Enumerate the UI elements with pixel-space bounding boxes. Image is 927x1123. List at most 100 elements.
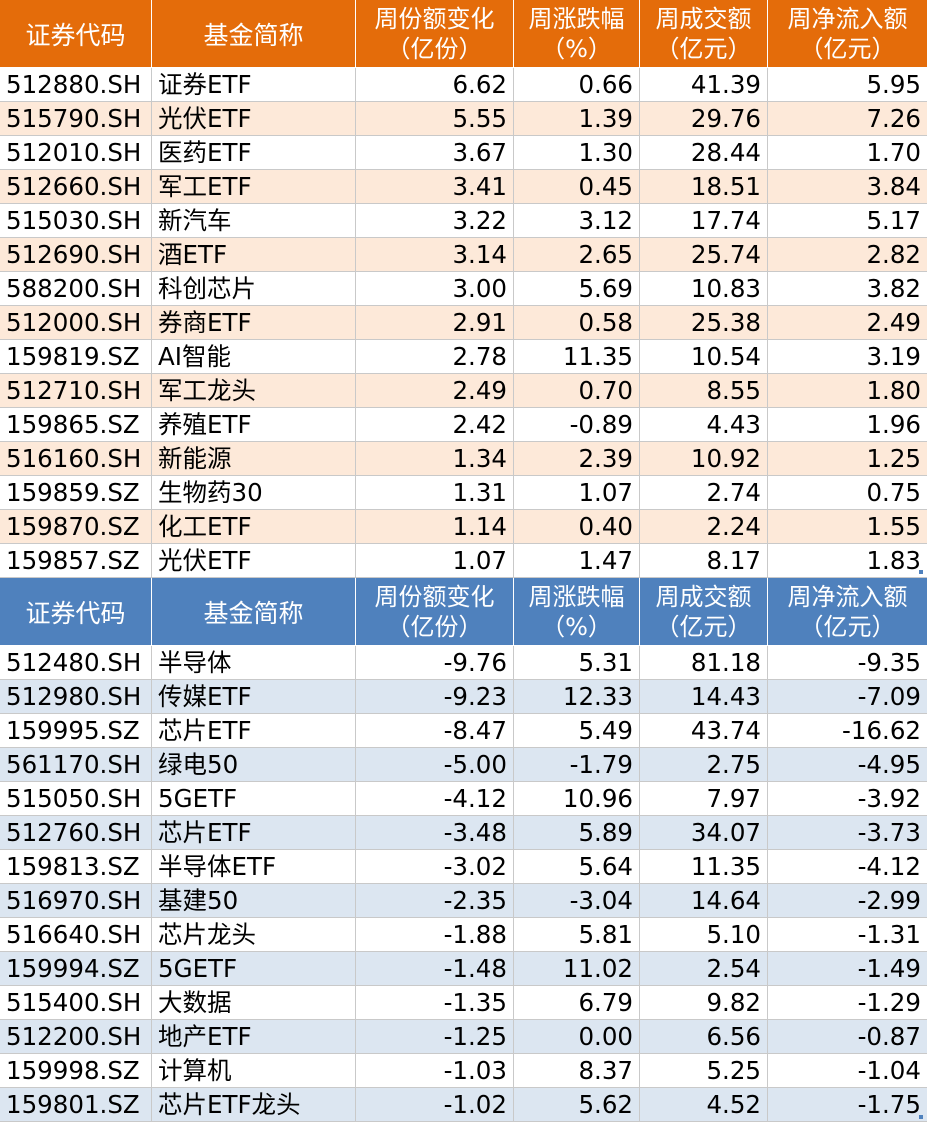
table-cell[interactable]: -1.25	[356, 1020, 514, 1054]
table-cell[interactable]: 5.55	[356, 102, 514, 136]
table-cell[interactable]: 科创芯片	[152, 272, 356, 306]
table-cell[interactable]: 0.70	[514, 374, 640, 408]
table-cell[interactable]: -1.04	[768, 1054, 927, 1088]
table-cell[interactable]: 18.51	[640, 170, 768, 204]
table-cell[interactable]: 43.74	[640, 714, 768, 748]
table-cell[interactable]: 8.17	[640, 544, 768, 578]
table-cell[interactable]: 3.14	[356, 238, 514, 272]
table-cell[interactable]: 1.07	[514, 476, 640, 510]
table-cell[interactable]: -1.02	[356, 1088, 514, 1122]
table-cell[interactable]: 1.31	[356, 476, 514, 510]
table-cell[interactable]: 传媒ETF	[152, 680, 356, 714]
table-cell[interactable]: 17.74	[640, 204, 768, 238]
table-cell[interactable]: 芯片ETF	[152, 714, 356, 748]
table-cell[interactable]: -0.87	[768, 1020, 927, 1054]
column-header[interactable]: 证券代码	[0, 0, 152, 68]
table-cell[interactable]: 3.19	[768, 340, 927, 374]
column-header[interactable]: 周涨跌幅 （%）	[514, 578, 640, 646]
table-cell[interactable]: 军工龙头	[152, 374, 356, 408]
table-cell[interactable]: 10.83	[640, 272, 768, 306]
table-cell[interactable]: 34.07	[640, 816, 768, 850]
table-cell[interactable]: 0.00	[514, 1020, 640, 1054]
table-cell[interactable]: -2.35	[356, 884, 514, 918]
table-cell[interactable]: -7.09	[768, 680, 927, 714]
table-cell[interactable]: -1.79	[514, 748, 640, 782]
table-cell[interactable]: 绿电50	[152, 748, 356, 782]
table-cell[interactable]: 3.22	[356, 204, 514, 238]
column-header[interactable]: 周份额变化 （亿份）	[356, 578, 514, 646]
table-cell[interactable]: 1.14	[356, 510, 514, 544]
table-cell[interactable]: 512480.SH	[0, 646, 152, 680]
table-cell[interactable]: 1.34	[356, 442, 514, 476]
table-cell[interactable]: 516640.SH	[0, 918, 152, 952]
table-cell[interactable]: -4.95	[768, 748, 927, 782]
table-cell[interactable]: 5.89	[514, 816, 640, 850]
table-cell[interactable]: 3.82	[768, 272, 927, 306]
table-cell[interactable]: 5.25	[640, 1054, 768, 1088]
column-header[interactable]: 周份额变化 （亿份）	[356, 0, 514, 68]
table-cell[interactable]: 化工ETF	[152, 510, 356, 544]
table-cell[interactable]: 芯片ETF	[152, 816, 356, 850]
table-cell[interactable]: -3.04	[514, 884, 640, 918]
table-cell[interactable]: 5.64	[514, 850, 640, 884]
table-cell[interactable]: 新汽车	[152, 204, 356, 238]
table-cell[interactable]: 159857.SZ	[0, 544, 152, 578]
table-cell[interactable]: 28.44	[640, 136, 768, 170]
table-cell[interactable]: 41.39	[640, 68, 768, 102]
table-cell[interactable]: 10.92	[640, 442, 768, 476]
table-cell[interactable]: 2.65	[514, 238, 640, 272]
table-cell[interactable]: -3.73	[768, 816, 927, 850]
table-cell[interactable]: 6.56	[640, 1020, 768, 1054]
column-header[interactable]: 基金简称	[152, 578, 356, 646]
table-cell[interactable]: 2.82	[768, 238, 927, 272]
table-cell[interactable]: 588200.SH	[0, 272, 152, 306]
table-cell[interactable]: 0.66	[514, 68, 640, 102]
table-cell[interactable]: -9.76	[356, 646, 514, 680]
table-cell[interactable]: 512660.SH	[0, 170, 152, 204]
table-cell[interactable]: -2.99	[768, 884, 927, 918]
table-cell[interactable]: 基建50	[152, 884, 356, 918]
table-cell[interactable]: 512690.SH	[0, 238, 152, 272]
selection-handle[interactable]	[919, 1115, 923, 1119]
table-cell[interactable]: 养殖ETF	[152, 408, 356, 442]
table-cell[interactable]: 5.10	[640, 918, 768, 952]
table-cell[interactable]: 512980.SH	[0, 680, 152, 714]
table-cell[interactable]: -3.92	[768, 782, 927, 816]
table-cell[interactable]: -3.48	[356, 816, 514, 850]
table-cell[interactable]: 证券ETF	[152, 68, 356, 102]
table-cell[interactable]: 5.95	[768, 68, 927, 102]
table-cell[interactable]: 2.75	[640, 748, 768, 782]
table-cell[interactable]: 3.41	[356, 170, 514, 204]
table-cell[interactable]: 5.81	[514, 918, 640, 952]
table-cell[interactable]: 2.74	[640, 476, 768, 510]
table-cell[interactable]: -5.00	[356, 748, 514, 782]
table-cell[interactable]: 券商ETF	[152, 306, 356, 340]
table-cell[interactable]: 4.52	[640, 1088, 768, 1122]
table-cell[interactable]: 1.47	[514, 544, 640, 578]
table-cell[interactable]: 1.07	[356, 544, 514, 578]
table-cell[interactable]: 159995.SZ	[0, 714, 152, 748]
table-cell[interactable]: 2.24	[640, 510, 768, 544]
table-cell[interactable]: -4.12	[768, 850, 927, 884]
table-cell[interactable]: -1.03	[356, 1054, 514, 1088]
table-cell[interactable]: 516160.SH	[0, 442, 152, 476]
selection-handle[interactable]	[919, 570, 923, 574]
column-header[interactable]: 周净流入额 （亿元）	[768, 578, 927, 646]
table-cell[interactable]: 12.33	[514, 680, 640, 714]
table-cell[interactable]: 1.30	[514, 136, 640, 170]
table-cell[interactable]: 512710.SH	[0, 374, 152, 408]
table-cell[interactable]: 1.55	[768, 510, 927, 544]
table-cell[interactable]: -16.62	[768, 714, 927, 748]
table-cell[interactable]: 512000.SH	[0, 306, 152, 340]
table-cell[interactable]: 1.83	[768, 544, 927, 578]
table-cell[interactable]: 地产ETF	[152, 1020, 356, 1054]
table-cell[interactable]: AI智能	[152, 340, 356, 374]
table-cell[interactable]: 生物药30	[152, 476, 356, 510]
table-cell[interactable]: 25.38	[640, 306, 768, 340]
table-cell[interactable]: -8.47	[356, 714, 514, 748]
table-cell[interactable]: 5.62	[514, 1088, 640, 1122]
table-cell[interactable]: 6.79	[514, 986, 640, 1020]
table-cell[interactable]: -1.31	[768, 918, 927, 952]
table-cell[interactable]: 5.49	[514, 714, 640, 748]
table-cell[interactable]: -4.12	[356, 782, 514, 816]
